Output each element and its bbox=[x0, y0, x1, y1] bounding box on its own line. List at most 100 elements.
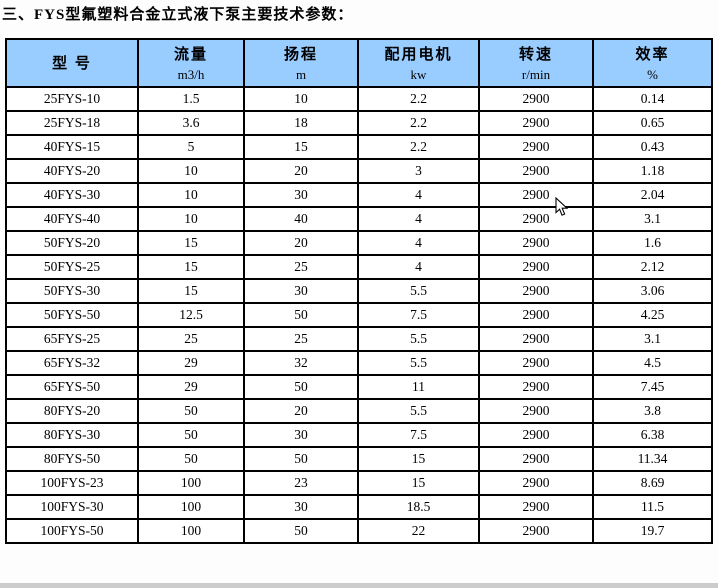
table-cell: 50 bbox=[243, 446, 359, 472]
table-row: 80FYS-30 50 30 7.5 2900 6.38 bbox=[5, 422, 713, 448]
table-cell: 30 bbox=[243, 494, 359, 520]
column-header-4: 转速 r/min bbox=[478, 38, 594, 88]
table-cell: 3 bbox=[357, 158, 480, 184]
table-cell: 2900 bbox=[478, 110, 594, 136]
cell-model: 50FYS-50 bbox=[5, 302, 139, 328]
table-cell: 100 bbox=[137, 518, 245, 544]
table-cell: 100 bbox=[137, 470, 245, 496]
table-row: 50FYS-50 12.5 50 7.5 2900 4.25 bbox=[5, 302, 713, 328]
table-cell: 1.6 bbox=[592, 230, 713, 256]
table-row: 65FYS-32 29 32 5.5 2900 4.5 bbox=[5, 350, 713, 376]
table-cell: 2900 bbox=[478, 206, 594, 232]
table-cell: 2900 bbox=[478, 254, 594, 280]
table-cell: 8.69 bbox=[592, 470, 713, 496]
table-cell: 25 bbox=[243, 326, 359, 352]
table-row: 100FYS-30 100 30 18.5 2900 11.5 bbox=[5, 494, 713, 520]
table-cell: 2.2 bbox=[357, 86, 480, 112]
table-cell: 2.04 bbox=[592, 182, 713, 208]
page-title: 三、FYS型氟塑料合金立式液下泵主要技术参数： bbox=[2, 7, 354, 23]
table-cell: 7.5 bbox=[357, 302, 480, 328]
cell-model: 40FYS-15 bbox=[5, 134, 139, 160]
table-cell: 25 bbox=[137, 326, 245, 352]
table-cell: 2.2 bbox=[357, 110, 480, 136]
table-cell: 2900 bbox=[478, 470, 594, 496]
table-cell: 2900 bbox=[478, 302, 594, 328]
table-row: 100FYS-23 100 23 15 2900 8.69 bbox=[5, 470, 713, 496]
table-cell: 22 bbox=[357, 518, 480, 544]
table-row: 65FYS-25 25 25 5.5 2900 3.1 bbox=[5, 326, 713, 352]
table-cell: 1.5 bbox=[137, 86, 245, 112]
cell-model: 50FYS-20 bbox=[5, 230, 139, 256]
cell-model: 65FYS-50 bbox=[5, 374, 139, 400]
table-cell: 2900 bbox=[478, 350, 594, 376]
table-cell: 2900 bbox=[478, 422, 594, 448]
table-row: 65FYS-50 29 50 11 2900 7.45 bbox=[5, 374, 713, 400]
table-cell: 30 bbox=[243, 278, 359, 304]
background-strip bbox=[0, 583, 718, 588]
table-cell: 5.5 bbox=[357, 398, 480, 424]
table-cell: 10 bbox=[137, 206, 245, 232]
table-cell: 10 bbox=[243, 86, 359, 112]
cell-model: 40FYS-40 bbox=[5, 206, 139, 232]
table-cell: 15 bbox=[357, 470, 480, 496]
table-cell: 4.5 bbox=[592, 350, 713, 376]
table-cell: 2.2 bbox=[357, 134, 480, 160]
cell-model: 25FYS-18 bbox=[5, 110, 139, 136]
cell-model: 65FYS-25 bbox=[5, 326, 139, 352]
table-cell: 0.43 bbox=[592, 134, 713, 160]
cell-model: 80FYS-20 bbox=[5, 398, 139, 424]
table-cell: 100 bbox=[137, 494, 245, 520]
table-cell: 2900 bbox=[478, 158, 594, 184]
column-label: 效率 bbox=[635, 47, 670, 63]
table-cell: 11.5 bbox=[592, 494, 713, 520]
table-cell: 25 bbox=[243, 254, 359, 280]
column-unit: r/min bbox=[521, 67, 551, 82]
table-row: 50FYS-20 15 20 4 2900 1.6 bbox=[5, 230, 713, 256]
column-unit: m3/h bbox=[177, 67, 205, 82]
table-cell: 29 bbox=[137, 350, 245, 376]
cell-model: 100FYS-50 bbox=[5, 518, 139, 544]
table-cell: 10 bbox=[137, 182, 245, 208]
table-cell: 3.8 bbox=[592, 398, 713, 424]
table-cell: 6.38 bbox=[592, 422, 713, 448]
table-cell: 50 bbox=[137, 422, 245, 448]
table-cell: 5.5 bbox=[357, 350, 480, 376]
table-cell: 2900 bbox=[478, 182, 594, 208]
table-cell: 18.5 bbox=[357, 494, 480, 520]
table-row: 50FYS-30 15 30 5.5 2900 3.06 bbox=[5, 278, 713, 304]
cell-model: 25FYS-10 bbox=[5, 86, 139, 112]
column-unit: % bbox=[647, 67, 658, 82]
column-unit: kw bbox=[410, 67, 427, 82]
table-cell: 20 bbox=[243, 230, 359, 256]
table-row: 50FYS-25 15 25 4 2900 2.12 bbox=[5, 254, 713, 280]
table-cell: 4 bbox=[357, 206, 480, 232]
column-label: 型 号 bbox=[52, 56, 92, 72]
table-row: 80FYS-20 50 20 5.5 2900 3.8 bbox=[5, 398, 713, 424]
column-label: 转速 bbox=[518, 47, 553, 63]
table-row: 25FYS-18 3.6 18 2.2 2900 0.65 bbox=[5, 110, 713, 136]
table-cell: 29 bbox=[137, 374, 245, 400]
table-row: 40FYS-20 10 20 3 2900 1.18 bbox=[5, 158, 713, 184]
column-header-2: 扬程 m bbox=[243, 38, 359, 88]
table-cell: 15 bbox=[137, 254, 245, 280]
cell-model: 65FYS-32 bbox=[5, 350, 139, 376]
table-cell: 23 bbox=[243, 470, 359, 496]
table-cell: 20 bbox=[243, 158, 359, 184]
table-cell: 7.5 bbox=[357, 422, 480, 448]
table-cell: 2900 bbox=[478, 398, 594, 424]
table-cell: 2900 bbox=[478, 326, 594, 352]
table-cell: 11 bbox=[357, 374, 480, 400]
table-cell: 50 bbox=[137, 398, 245, 424]
table-row: 100FYS-50 100 50 22 2900 19.7 bbox=[5, 518, 713, 544]
table-cell: 5.5 bbox=[357, 326, 480, 352]
table-cell: 12.5 bbox=[137, 302, 245, 328]
table-cell: 15 bbox=[243, 134, 359, 160]
table-cell: 5 bbox=[137, 134, 245, 160]
table-cell: 15 bbox=[137, 278, 245, 304]
table-header: 型 号 流量 m3/h 扬程 m 配用电机 kw 转速 r/min 效率% bbox=[5, 38, 713, 88]
table-cell: 3.06 bbox=[592, 278, 713, 304]
table-cell: 2900 bbox=[478, 278, 594, 304]
table-cell: 5.5 bbox=[357, 278, 480, 304]
table-cell: 2900 bbox=[478, 134, 594, 160]
